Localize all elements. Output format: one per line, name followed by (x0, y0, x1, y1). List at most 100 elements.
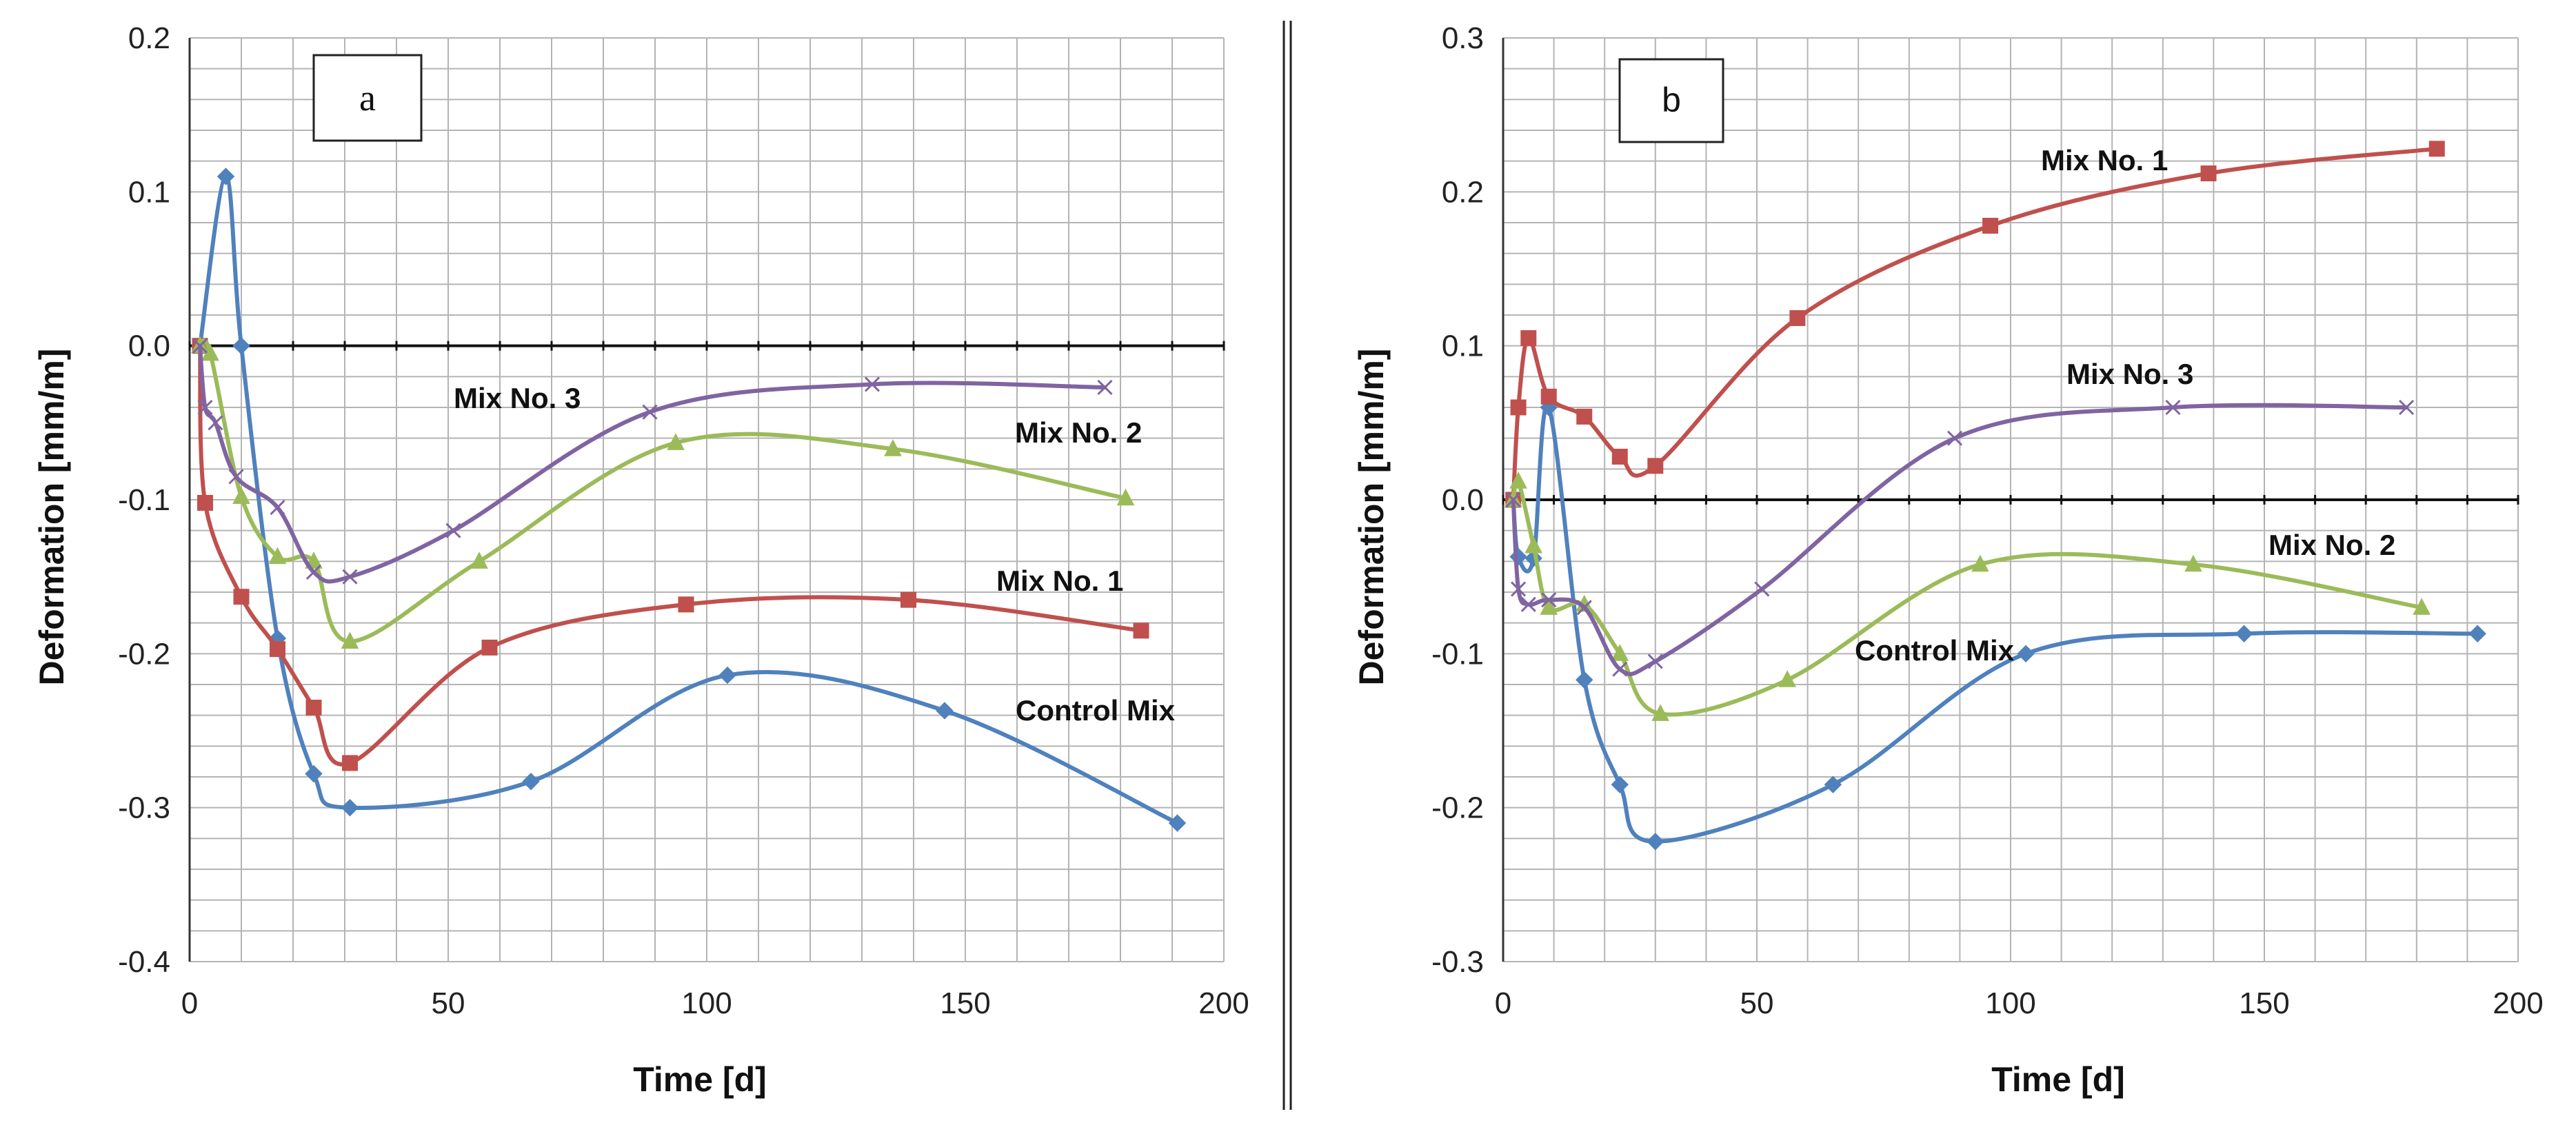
data-point-mix-no-1 (1520, 330, 1537, 346)
x-tick-label: 100 (1985, 986, 2035, 1020)
data-point-mix-no-2 (1540, 598, 1558, 615)
y-axis-label-a: Deformation [mm/m] (32, 349, 71, 686)
y-tick-label: 0.0 (128, 330, 170, 363)
data-point-mix-no-1 (481, 639, 498, 656)
tick-labels-a: 0 50 100 150 200 -0.4 -0.3 -0.2 -0.1 0.0 0.1 0.2 (118, 21, 1249, 1020)
data-point-mix-no-3 (642, 404, 658, 420)
x-tick-label: 100 (681, 986, 732, 1020)
annotation-mix1-a: Mix No. 1 (996, 565, 1123, 597)
data-point-mix-no-1 (1982, 217, 1999, 234)
y-tick-label: 0.2 (128, 21, 170, 55)
data-point-control-mix (936, 702, 954, 720)
data-point-mix-no-2 (1611, 644, 1629, 661)
y-tick-label: -0.1 (1431, 637, 1484, 671)
data-point-mix-no-1 (270, 641, 285, 658)
data-point-mix-no-1 (1647, 458, 1664, 474)
data-point-mix-no-3 (197, 399, 213, 416)
y-tick-label: -0.1 (118, 483, 170, 517)
data-point-control-mix (2235, 625, 2253, 643)
y-tick-label: 0.2 (1442, 175, 1484, 209)
annotation-control-b: Control Mix (1855, 634, 2015, 667)
y-axis-label-b: Deformation [mm/m] (1352, 349, 1391, 686)
data-point-control-mix (1647, 833, 1664, 851)
x-tick-label: 150 (940, 986, 990, 1020)
x-axis-label-b: Time [d] (1991, 1060, 2125, 1099)
chart-panel-b: 0 50 100 150 200 -0.3 -0.2 -0.1 0.0 0.1 0.2 0.3 Tim… (1352, 21, 2544, 1099)
series-line-mix-no-3 (198, 343, 1107, 584)
data-point-mix-no-2 (884, 439, 902, 456)
data-point-mix-no-1 (1540, 388, 1557, 405)
data-point-control-mix (341, 798, 359, 817)
data-point-mix-no-1 (197, 494, 213, 511)
x-tick-label: 200 (2493, 986, 2543, 1020)
data-point-mix-no-3 (445, 523, 461, 538)
y-tick-label: -0.2 (1431, 791, 1484, 825)
y-tick-label: -0.3 (1431, 945, 1484, 979)
data-point-mix-no-2 (1116, 488, 1135, 506)
data-point-control-mix (2468, 625, 2486, 643)
data-point-mix-no-1 (233, 589, 250, 605)
data-point-mix-no-1 (1133, 622, 1149, 639)
x-tick-label: 50 (1740, 986, 1774, 1020)
panel-label-b: b (1662, 81, 1681, 119)
x-tick-label: 50 (432, 986, 465, 1020)
y-tick-label: 0.1 (128, 175, 170, 209)
y-tick-label: 0.1 (1442, 330, 1484, 363)
data-point-mix-no-3 (305, 564, 322, 580)
data-point-control-mix (232, 336, 250, 355)
data-point-mix-no-1 (2200, 165, 2217, 182)
data-point-mix-no-2 (341, 631, 359, 649)
data-point-mix-no-3 (270, 500, 285, 516)
data-point-mix-no-2 (2413, 598, 2431, 615)
x-tick-label: 150 (2239, 986, 2289, 1020)
data-point-mix-no-3 (1946, 430, 1963, 446)
data-point-mix-no-3 (1097, 379, 1113, 396)
data-point-control-mix (1576, 671, 1593, 689)
data-point-mix-no-2 (268, 547, 287, 565)
data-point-control-mix (217, 168, 235, 185)
tick-labels-b: 0 50 100 150 200 -0.3 -0.2 -0.1 0.0 0.1 0.2 0.3 (1431, 21, 2544, 1020)
data-point-control-mix (1509, 547, 1527, 566)
series-line-control-mix (1511, 403, 2480, 844)
data-point-mix-no-3 (2165, 399, 2181, 416)
data-point-control-mix (1611, 776, 1629, 793)
annotation-mix2-a: Mix No. 2 (1015, 416, 1142, 449)
panel-label-a: a (359, 77, 376, 119)
y-tick-label: -0.2 (118, 637, 170, 671)
data-point-mix-no-3 (2399, 399, 2415, 416)
data-point-mix-no-2 (232, 487, 250, 505)
chart-panel-a: 0 50 100 150 200 -0.4 -0.3 -0.2 -0.1 0.0 0.1 0.2 Ti… (32, 21, 1249, 1099)
series-b (1504, 141, 2486, 851)
data-point-mix-no-1 (900, 591, 916, 608)
annotation-mix1-b: Mix No. 1 (2041, 144, 2168, 176)
data-point-mix-no-3 (342, 569, 358, 585)
panel-label-box-a (312, 54, 423, 142)
data-point-mix-no-3 (1505, 491, 1521, 508)
data-point-mix-no-3 (1541, 592, 1557, 608)
data-point-mix-no-3 (192, 338, 208, 354)
x-tick-label: 200 (1198, 986, 1249, 1020)
data-point-control-mix (1824, 776, 1842, 793)
data-point-mix-no-2 (1971, 554, 1989, 572)
data-point-mix-no-3 (864, 376, 881, 392)
series-line-control-mix (198, 174, 1180, 825)
data-point-mix-no-1 (678, 596, 694, 613)
data-point-mix-no-2 (1778, 670, 1796, 687)
series-line-mix-no-1 (198, 343, 1143, 767)
data-point-mix-no-3 (1612, 661, 1628, 677)
data-point-mix-no-1 (1789, 310, 1806, 326)
data-point-mix-no-2 (1651, 704, 1669, 721)
data-point-control-mix (522, 772, 540, 791)
series-line-mix-no-1 (1511, 146, 2439, 502)
y-tick-label: 0.0 (1442, 483, 1484, 517)
gridlines-a (189, 37, 1225, 962)
axes-a (188, 38, 1225, 962)
data-point-control-mix (718, 666, 736, 685)
data-point-mix-no-2 (667, 433, 685, 450)
series-line-mix-no-2 (1511, 477, 2424, 717)
data-point-mix-no-3 (1511, 581, 1527, 597)
annotation-mix2-b: Mix No. 2 (2268, 529, 2395, 561)
x-tick-label: 0 (1495, 986, 1511, 1020)
x-axis-label-a: Time [d] (633, 1060, 767, 1099)
